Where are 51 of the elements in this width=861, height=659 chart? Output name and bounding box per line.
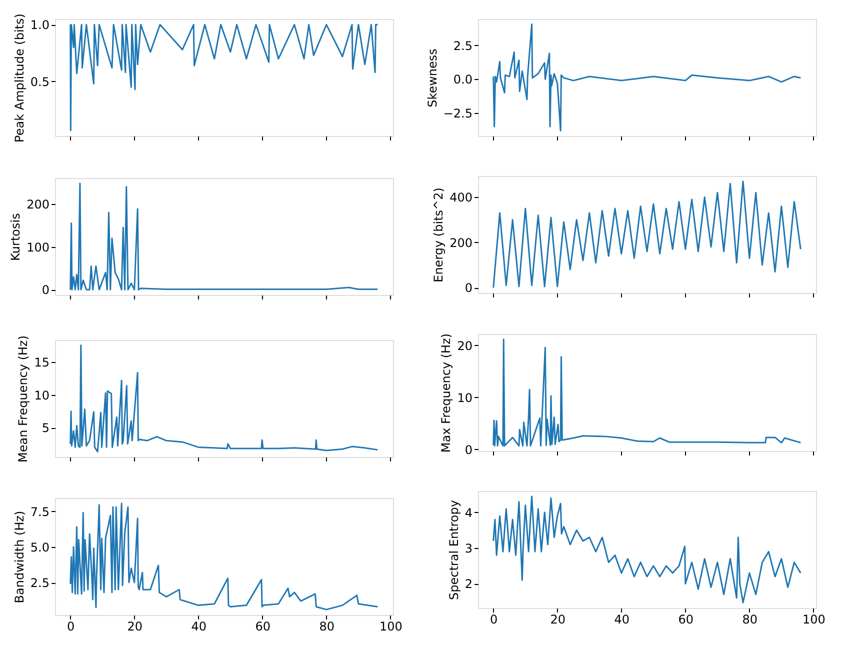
x-tick-label: 100 — [802, 612, 826, 626]
y-tick-label: 0.0 — [453, 72, 472, 87]
y-axis-title: Skewness — [425, 48, 440, 108]
y-tick-label: 5 — [42, 421, 50, 436]
y-axis-title: Kurtosis — [8, 213, 23, 261]
y-axis-title: Energy (bits^2) — [432, 188, 446, 282]
y-tick-label: 200 — [26, 197, 50, 212]
x-tick-label: 40 — [191, 620, 207, 634]
y-axis-title: Spectral Entropy — [446, 500, 461, 600]
y-tick-label: 4 — [464, 506, 472, 520]
y-tick-label: 15 — [34, 356, 50, 370]
y-tick-label: 0.5 — [30, 74, 50, 89]
line-series — [70, 502, 378, 610]
y-tick-label: 2.5 — [30, 576, 50, 590]
y-tick-label: 200 — [450, 236, 472, 250]
y-tick-label: 20 — [457, 338, 472, 353]
x-tick-label: 0 — [490, 612, 498, 626]
y-axis-title: Bandwidth (Hz) — [12, 510, 26, 604]
y-tick-label: 7.5 — [30, 504, 50, 519]
y-tick-label: 10 — [457, 390, 472, 405]
y-tick-label: 2 — [464, 577, 472, 592]
y-axis-title: Peak Amplitude (bits) — [12, 14, 26, 142]
x-tick-label: 60 — [255, 620, 271, 634]
line-series — [70, 182, 378, 290]
y-tick-label: 100 — [26, 240, 50, 254]
x-tick-label: 0 — [67, 620, 75, 634]
x-tick-label: 100 — [379, 620, 402, 634]
line-series — [70, 24, 378, 132]
x-tick-label: 80 — [319, 620, 335, 634]
line-series — [70, 344, 378, 453]
x-tick-label: 40 — [614, 612, 630, 626]
y-tick-label: 5.0 — [30, 540, 50, 554]
y-tick-label: 10 — [34, 388, 50, 402]
y-tick-label: 2.5 — [453, 38, 472, 53]
y-axis-title: Max Frequency (Hz) — [439, 333, 454, 453]
line-series — [492, 180, 802, 288]
y-tick-label: 400 — [450, 190, 472, 205]
y-tick-label: 0 — [42, 283, 50, 298]
y-tick-label: 0 — [464, 442, 472, 457]
y-tick-label: 0 — [464, 281, 472, 296]
line-series — [492, 24, 802, 132]
x-tick-label: 60 — [678, 612, 694, 626]
y-axis-title: Mean Frequency (Hz) — [16, 335, 30, 463]
line-series — [492, 496, 802, 604]
y-tick-label: 1.0 — [30, 18, 50, 32]
x-tick-label: 20 — [550, 612, 566, 626]
x-tick-label: 80 — [742, 612, 758, 626]
y-tick-label: −2.5 — [443, 106, 472, 121]
x-tick-label: 20 — [127, 620, 143, 634]
line-series — [492, 338, 802, 447]
y-tick-label: 3 — [464, 542, 472, 556]
